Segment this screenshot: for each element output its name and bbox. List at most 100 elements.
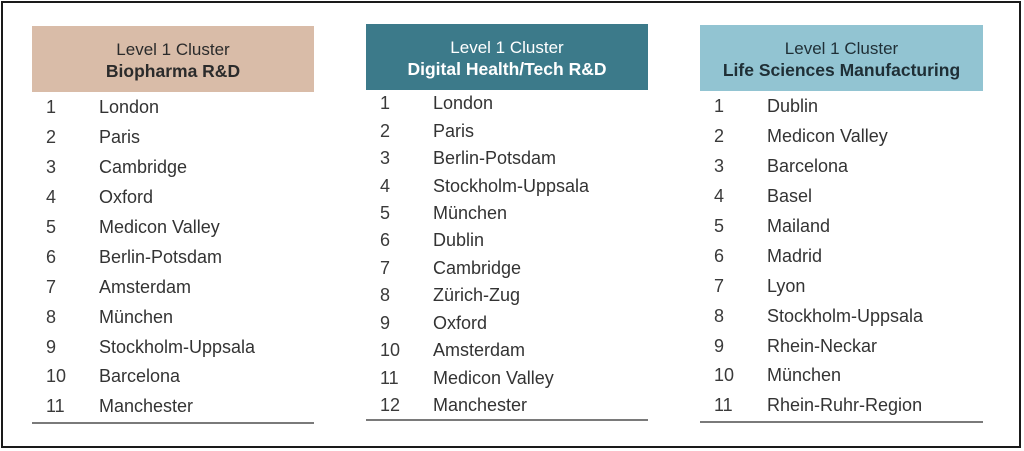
rank-number: 8: [46, 306, 57, 327]
list-item: 9 Rhein-Neckar: [700, 331, 983, 361]
rank-number: 10: [46, 366, 67, 387]
header-subtitle: Level 1 Cluster: [450, 37, 564, 57]
cluster-name: Rhein-Neckar: [767, 335, 878, 356]
list-item: 2 Paris: [366, 117, 648, 144]
rank-number: 9: [46, 336, 57, 357]
table-digital-health-tech-rd: Level 1 Cluster Digital Health/Tech R&D …: [366, 24, 648, 422]
cluster-name: Basel: [767, 186, 813, 207]
header-subtitle: Level 1 Cluster: [784, 38, 899, 58]
list-item: 10 Amsterdam: [366, 337, 648, 364]
rank-number: 11: [46, 396, 65, 417]
cluster-name: Berlin-Potsdam: [99, 246, 223, 267]
cluster-name: Oxford: [433, 312, 488, 333]
list-item: 7 Lyon: [700, 271, 983, 301]
rank-number: 1: [46, 97, 57, 118]
rank-number: 6: [380, 230, 391, 251]
cluster-name: Cambridge: [433, 257, 522, 278]
cluster-name: München: [767, 365, 842, 386]
cluster-name: Stockholm-Uppsala: [767, 305, 924, 326]
list-item: 11 Rhein-Ruhr-Region: [700, 391, 983, 421]
cluster-name: Paris: [433, 120, 475, 141]
rank-number: 8: [714, 305, 725, 326]
list-item: 4 Stockholm-Uppsala: [366, 172, 648, 199]
rank-number: 9: [714, 335, 725, 356]
list-item: 6 Dublin: [366, 227, 648, 254]
list-item: 3 Cambridge: [32, 153, 314, 183]
cluster-name: Rhein-Ruhr-Region: [767, 395, 923, 416]
cluster-name: Stockholm-Uppsala: [433, 175, 590, 196]
rank-number: 7: [714, 275, 725, 296]
ranking-list: 1 London 2 Paris 3 Cambridge 4 Oxford 5 Medicon V…: [32, 92, 314, 424]
cluster-name: Mailand: [767, 216, 831, 236]
list-item: 11 Manchester: [32, 392, 314, 422]
rank-number: 7: [380, 257, 391, 278]
cluster-name: London: [99, 97, 160, 118]
cluster-name: London: [433, 93, 494, 114]
rank-number: 7: [46, 276, 57, 297]
list-item: 1 London: [366, 90, 648, 117]
ranking-list: 1 London 2 Paris 3 Berlin-Potsdam 4 Stockholm-U…: [366, 90, 648, 422]
list-item: 9 Oxford: [366, 310, 648, 337]
table-header: Level 1 Cluster Life Sciences Manufactur…: [700, 25, 983, 91]
rank-number: 2: [46, 127, 57, 148]
rank-number: 11: [714, 395, 733, 416]
rank-number: 9: [380, 312, 391, 333]
rank-number: 5: [714, 216, 725, 236]
list-item: 8 Stockholm-Uppsala: [700, 301, 983, 331]
cluster-name: Dublin: [433, 230, 485, 251]
rank-number: 6: [714, 245, 725, 266]
cluster-name: Amsterdam: [433, 340, 526, 361]
list-item: 4 Oxford: [32, 183, 314, 213]
list-item: 1 London: [32, 93, 314, 123]
list-item: 2 Medicon Valley: [700, 122, 983, 152]
cluster-name: Madrid: [767, 245, 823, 266]
cluster-name: Paris: [99, 127, 141, 148]
rank-number: 4: [380, 175, 391, 196]
list-item: 5 München: [366, 200, 648, 227]
table-header: Level 1 Cluster Biopharma R&D: [32, 26, 314, 92]
table-header: Level 1 Cluster Digital Health/Tech R&D: [366, 24, 648, 90]
rank-number: 8: [380, 285, 391, 306]
cluster-name: Medicon Valley: [99, 217, 220, 237]
header-title: Life Sciences Manufacturing: [722, 59, 961, 80]
list-item: 4 Basel: [700, 182, 983, 212]
table-life-sciences-manufacturing: Level 1 Cluster Life Sciences Manufactur…: [700, 25, 983, 423]
rank-number: 2: [714, 126, 725, 147]
rank-number: 4: [714, 186, 725, 207]
cluster-name: München: [99, 306, 174, 327]
cluster-name: Berlin-Potsdam: [433, 148, 557, 169]
table-biopharma-rd: Level 1 Cluster Biopharma R&D 1 London 2 Pa…: [32, 26, 314, 424]
header-title: Digital Health/Tech R&D: [407, 58, 607, 79]
rank-number: 10: [714, 365, 735, 386]
ranking-list: 1 Dublin 2 Medicon Valley 3 Barcelona 4 Basel 5 M…: [700, 91, 983, 423]
rank-number: 2: [380, 120, 391, 141]
list-item: 8 München: [32, 302, 314, 332]
list-item: 2 Paris: [32, 123, 314, 153]
rank-number: 5: [46, 217, 57, 237]
rank-number: 5: [380, 202, 391, 223]
cluster-name: Zürich-Zug: [433, 285, 521, 306]
cluster-name: Barcelona: [99, 366, 181, 387]
cluster-name: Medicon Valley: [433, 367, 554, 388]
cluster-name: Manchester: [433, 395, 528, 416]
list-item: 6 Berlin-Potsdam: [32, 242, 314, 272]
cluster-name: Dublin: [767, 96, 819, 117]
cluster-name: Cambridge: [99, 157, 188, 178]
header-title: Biopharma R&D: [105, 60, 241, 81]
rank-number: 4: [46, 187, 57, 208]
rank-number: 1: [380, 93, 391, 114]
list-item: 8 Zürich-Zug: [366, 282, 648, 309]
header-subtitle: Level 1 Cluster: [116, 39, 230, 59]
list-item: 1 Dublin: [700, 92, 983, 122]
list-item: 3 Berlin-Potsdam: [366, 145, 648, 172]
list-item: 5 Medicon Valley: [32, 213, 314, 243]
cluster-name: Lyon: [767, 275, 806, 296]
list-item: 10 München: [700, 361, 983, 391]
rank-number: 3: [380, 148, 391, 169]
cluster-name: Manchester: [99, 396, 194, 417]
list-item: 5 Mailand: [700, 212, 983, 242]
cluster-name: Oxford: [99, 187, 154, 208]
rank-number: 1: [714, 96, 725, 117]
cluster-name: Medicon Valley: [767, 126, 888, 147]
